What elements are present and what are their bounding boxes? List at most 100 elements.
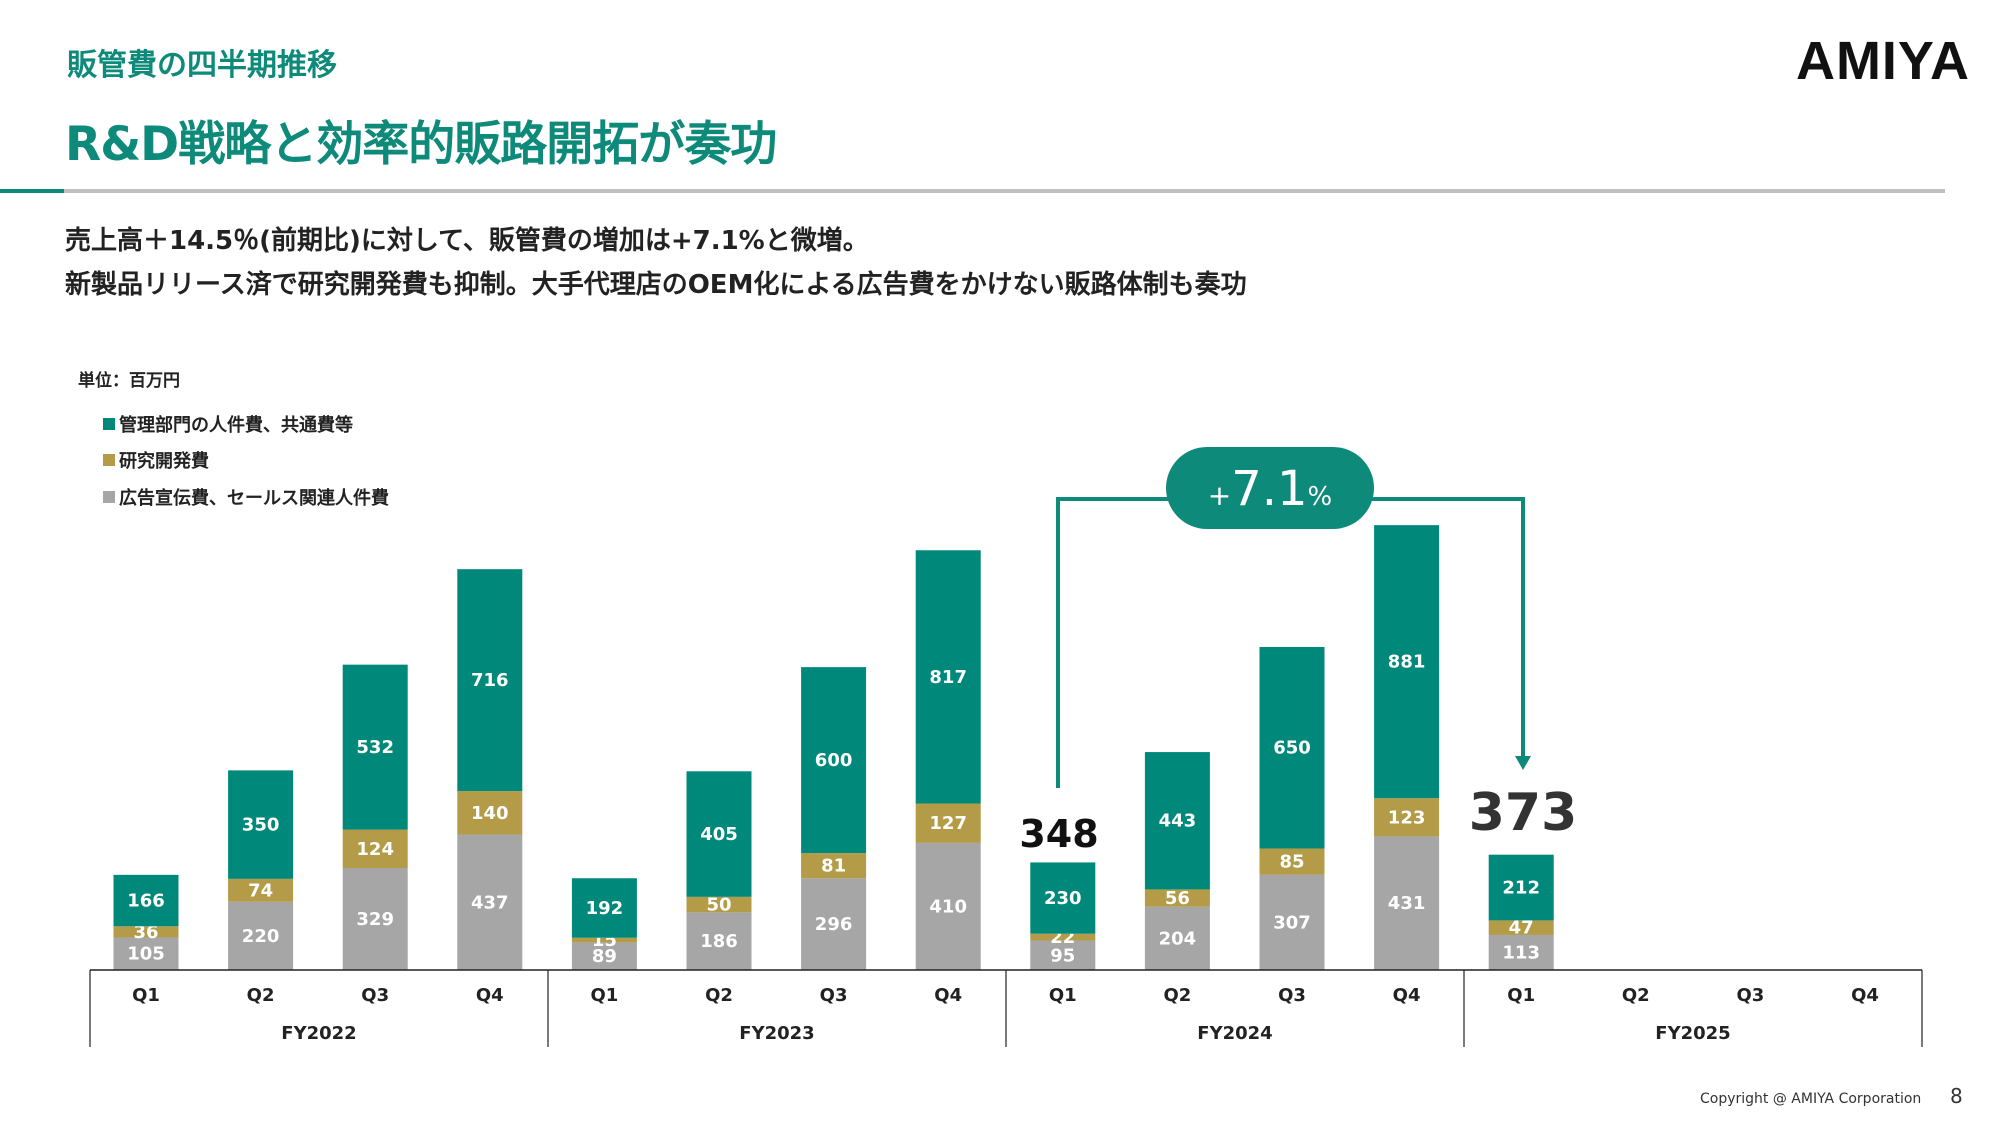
data-label: 350 <box>242 815 280 836</box>
section-subtitle: 販管費の四半期推移 <box>67 48 337 83</box>
data-label: 212 <box>1502 878 1540 899</box>
data-label: 47 <box>1509 918 1534 939</box>
bar-segment <box>915 842 981 970</box>
data-label: 105 <box>127 944 165 965</box>
legend-item-admin: 管理部門の人件費、共通費等 <box>103 411 353 437</box>
bar-segment <box>1144 889 1210 907</box>
lead-text-1: 売上高＋14.5％(前期比)に対して、販管費の増加は+7.1%と微増。 <box>65 226 869 256</box>
bar-segment <box>1144 906 1210 970</box>
arrow-head-icon <box>1515 756 1531 770</box>
bar-segment <box>571 878 637 938</box>
data-label: 443 <box>1159 811 1197 832</box>
bar-segment <box>1374 836 1440 970</box>
data-label: 95 <box>1050 945 1075 966</box>
data-label: 405 <box>700 824 738 845</box>
data-label: 881 <box>1388 652 1426 673</box>
data-label: 431 <box>1388 893 1426 914</box>
data-label: 50 <box>706 895 731 916</box>
bar-segment <box>228 901 294 970</box>
bar-segment <box>571 942 637 970</box>
x-tick-label: Q1 <box>1507 985 1535 1006</box>
bar-segment <box>1374 798 1440 837</box>
bar-segment <box>686 771 752 897</box>
bar-segment <box>915 550 981 804</box>
legend-item-rnd: 研究開発費 <box>103 447 209 473</box>
bar-segment <box>1374 525 1440 799</box>
data-label: 817 <box>929 667 967 688</box>
bar-segment <box>1030 940 1096 970</box>
page-number: 8 <box>1950 1084 1963 1108</box>
group-label: FY2022 <box>281 1023 356 1044</box>
x-tick-label: Q1 <box>590 985 618 1006</box>
total-label-fy2025-q1: 373 <box>1469 783 1578 843</box>
data-label: 600 <box>815 750 853 771</box>
bar-segment <box>686 896 752 913</box>
data-label: 56 <box>1165 888 1190 909</box>
data-label: 140 <box>471 803 509 824</box>
x-tick-label: Q3 <box>820 985 848 1006</box>
data-label: 437 <box>471 892 509 913</box>
legend-swatch <box>103 491 115 503</box>
x-tick-label: Q2 <box>705 985 733 1006</box>
page-title: R&D戦略と効率的販路開拓が奏功 <box>65 117 777 172</box>
legend-label: 広告宣伝費、セールス関連人件費 <box>119 488 389 509</box>
data-label: 329 <box>356 909 394 930</box>
bar-segment <box>1030 933 1096 941</box>
data-label: 81 <box>821 856 846 877</box>
x-tick-label: Q4 <box>1851 985 1879 1006</box>
data-label: 85 <box>1279 852 1304 873</box>
bar-segment <box>1259 848 1325 875</box>
x-tick-label: Q4 <box>934 985 962 1006</box>
legend-label: 管理部門の人件費、共通費等 <box>119 415 353 436</box>
x-tick-label: Q1 <box>1049 985 1077 1006</box>
change-badge-text: +7.1% <box>1208 461 1333 517</box>
data-label: 410 <box>929 896 967 917</box>
legend-swatch <box>103 454 115 466</box>
data-label: 36 <box>133 922 158 943</box>
x-tick-label: Q2 <box>1163 985 1191 1006</box>
bar-segment <box>457 834 523 970</box>
x-tick-label: Q1 <box>132 985 160 1006</box>
group-label: FY2025 <box>1655 1023 1730 1044</box>
data-label: 186 <box>700 931 738 952</box>
x-tick-label: Q3 <box>361 985 389 1006</box>
x-tick-label: Q4 <box>476 985 504 1006</box>
bar-segment <box>228 770 294 879</box>
data-label: 204 <box>1159 928 1197 949</box>
data-label: 220 <box>242 926 280 947</box>
bar-segment <box>686 912 752 970</box>
data-label: 123 <box>1388 807 1426 828</box>
change-badge <box>1166 447 1374 529</box>
bar-segment <box>342 868 408 970</box>
data-label: 296 <box>815 914 853 935</box>
data-label: 650 <box>1273 738 1311 759</box>
bar-segment <box>1488 920 1554 935</box>
data-label: 307 <box>1273 912 1311 933</box>
bar-segment <box>342 829 408 869</box>
bar-segment <box>228 878 294 902</box>
bar-segment <box>801 853 867 879</box>
unit-label: 単位：百万円 <box>78 371 180 391</box>
bar-segment <box>1030 862 1096 934</box>
bar-segment <box>457 791 523 835</box>
bar-segment <box>1488 854 1554 921</box>
data-label: 124 <box>356 839 394 860</box>
legend-label: 研究開発費 <box>119 451 209 472</box>
legend-item-ads: 広告宣伝費、セールス関連人件費 <box>103 484 389 510</box>
data-label: 532 <box>356 737 394 758</box>
data-label: 127 <box>929 813 967 834</box>
legend-swatch <box>103 418 115 430</box>
bar-segment <box>113 874 179 927</box>
bar-segment <box>801 667 867 854</box>
bar-segment <box>1144 752 1210 890</box>
data-label: 89 <box>592 946 617 967</box>
bar-segment <box>342 664 408 830</box>
x-tick-label: Q3 <box>1736 985 1764 1006</box>
bar-segment <box>915 803 981 843</box>
bar-segment <box>1259 646 1325 849</box>
x-tick-label: Q2 <box>247 985 275 1006</box>
header-divider <box>0 189 1945 193</box>
x-tick-label: Q2 <box>1622 985 1650 1006</box>
total-label-fy2024-q1: 348 <box>1019 812 1098 856</box>
